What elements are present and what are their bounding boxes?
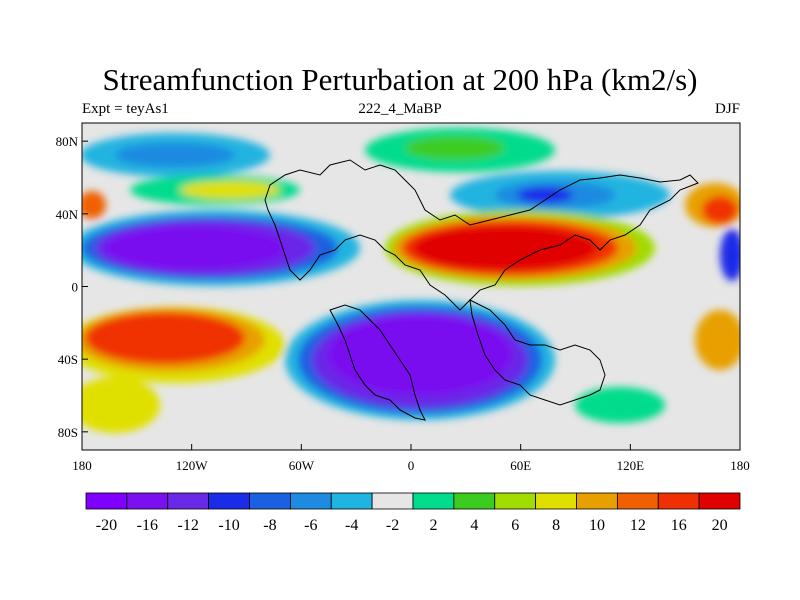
lat-tick-label: 40N: [56, 207, 79, 222]
colorbar-swatch: [616, 492, 659, 510]
colorbar-label: -6: [304, 517, 317, 534]
colorbar-swatch: [167, 492, 210, 510]
colorbar-swatch: [85, 492, 128, 510]
lon-tick-label: 60W: [289, 458, 315, 473]
map-title: Streamfunction Perturbation at 200 hPa (…: [102, 62, 698, 97]
streamfunction-field: [82, 123, 740, 450]
colorbar-label: -10: [218, 517, 239, 534]
colorbar-swatch: [249, 492, 291, 510]
lon-tick-label: 120W: [176, 458, 209, 473]
lat-tick-label: 40S: [58, 352, 78, 367]
colorbar-swatch: [576, 492, 618, 510]
africa-coast: [469, 299, 606, 406]
lon-axis: 180 120W 60W 0 60E 120E 180: [72, 444, 750, 473]
lon-tick-label: 180: [730, 458, 750, 473]
lon-tick-label: 120E: [617, 458, 645, 473]
colorbar-swatch: [208, 492, 250, 510]
lon-tick-label: 180: [72, 458, 92, 473]
lat-axis: 80N 40N 0 40S 80S: [56, 134, 88, 440]
colorbar-swatch: [453, 492, 496, 510]
lat-tick-label: 80S: [58, 425, 78, 440]
colorbar-label: -8: [263, 517, 276, 534]
south-america-coast: [329, 304, 426, 421]
colorbar-label: 12: [630, 517, 646, 534]
colorbar-swatch: [289, 492, 332, 510]
colorbar-label: 10: [589, 517, 605, 534]
colorbar-swatch: [494, 492, 537, 510]
coastlines: [264, 159, 699, 421]
lat-tick-label: 0: [72, 280, 79, 295]
season-label: DJF: [714, 101, 740, 117]
colorbar-swatch: [535, 492, 577, 510]
colorbar-label: -4: [345, 517, 358, 534]
colorbar-label: 8: [552, 517, 560, 534]
colorbar-label: 16: [671, 517, 687, 534]
colorbar-swatch: [371, 492, 414, 510]
colorbar-label: 2: [429, 517, 437, 534]
colorbar-label: -2: [386, 517, 399, 534]
eurasia-africa-coast: [264, 159, 699, 311]
colorbar-swatch: [126, 492, 169, 510]
colorbar-label: 6: [511, 517, 519, 534]
lon-tick-label: 60E: [510, 458, 531, 473]
experiment-label: Expt = teyAs1: [82, 101, 169, 117]
colorbar-label: 20: [712, 517, 728, 534]
colorbar-swatch: [412, 492, 455, 510]
colorbar-label: -20: [96, 517, 117, 534]
colorbar-swatch: [698, 492, 741, 510]
lon-tick-label: 0: [408, 458, 415, 473]
colorbar-swatch: [330, 492, 373, 510]
colorbar-label: 4: [470, 517, 478, 534]
colorbar-label: -16: [137, 517, 158, 534]
colorbar-label: -12: [178, 517, 199, 534]
case-label: 222_4_MaBP: [358, 101, 442, 117]
colorbar: -20 -16 -12 -10 -8 -6 -4 -2 2 4 6 8 10 12 16 20: [85, 492, 741, 534]
lat-tick-label: 80N: [56, 134, 79, 149]
colorbar-swatch: [657, 492, 700, 510]
